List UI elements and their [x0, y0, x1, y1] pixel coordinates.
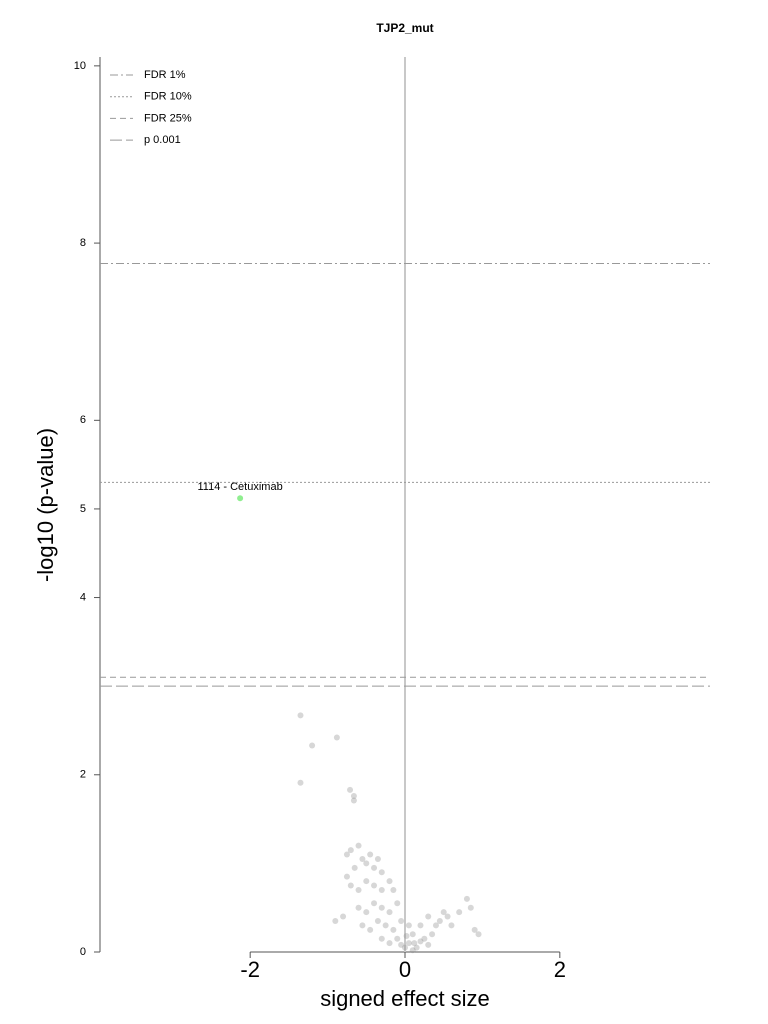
point [425, 941, 432, 948]
point [390, 886, 397, 893]
point [343, 851, 350, 858]
point [471, 926, 478, 933]
point [350, 797, 357, 804]
point [359, 922, 366, 929]
point [403, 933, 410, 940]
point [429, 931, 436, 938]
point [456, 909, 463, 916]
point [355, 886, 362, 893]
point [378, 869, 385, 876]
point [371, 882, 378, 889]
point [386, 909, 393, 916]
x-tick-label: -2 [240, 957, 260, 982]
legend-label: FDR 10% [144, 91, 192, 103]
point [448, 922, 455, 929]
point [409, 931, 416, 938]
point [378, 904, 385, 911]
point [421, 935, 428, 942]
legend-label: p 0.001 [144, 134, 181, 146]
point [333, 734, 340, 741]
point [374, 917, 381, 924]
point [343, 873, 350, 880]
point [398, 941, 405, 948]
point [411, 940, 418, 947]
point [297, 712, 304, 719]
point [347, 786, 354, 793]
x-axis-label: signed effect size [320, 986, 490, 1011]
point [405, 940, 412, 947]
point [350, 793, 357, 800]
point [394, 935, 401, 942]
y-tick-label: 6 [80, 414, 86, 426]
x-tick-label: 0 [399, 957, 411, 982]
point [332, 917, 339, 924]
y-tick-label: 4 [80, 591, 86, 603]
point [417, 938, 424, 945]
point [432, 922, 439, 929]
y-axis-label: -log10 (p-value) [33, 428, 58, 582]
point [378, 886, 385, 893]
point [394, 900, 401, 907]
point [440, 909, 447, 916]
y-tick-label: 5 [80, 503, 86, 515]
point [390, 926, 397, 933]
chart-title: TJP2_mut [376, 21, 433, 35]
point [297, 779, 304, 786]
y-tick-label: 0 [80, 946, 86, 958]
point [355, 904, 362, 911]
point [378, 935, 385, 942]
point [409, 947, 416, 954]
point [386, 878, 393, 885]
point [382, 922, 389, 929]
point [367, 926, 374, 933]
point [467, 904, 474, 911]
highlight-label: 1114 - Cetuximab [198, 481, 283, 493]
point [371, 864, 378, 871]
point [463, 895, 470, 902]
point [417, 922, 424, 929]
point [413, 944, 420, 951]
x-tick-label: 2 [554, 957, 566, 982]
point [475, 931, 482, 938]
point [363, 909, 370, 916]
point [371, 900, 378, 907]
point [347, 882, 354, 889]
point [363, 878, 370, 885]
point [425, 913, 432, 920]
y-tick-label: 2 [80, 769, 86, 781]
point [347, 847, 354, 854]
legend-label: FDR 1% [144, 69, 186, 81]
point [444, 913, 451, 920]
point [386, 940, 393, 947]
y-tick-label: 8 [80, 237, 86, 249]
highlight-point [237, 495, 244, 502]
legend-label: FDR 25% [144, 112, 192, 124]
point [363, 860, 370, 867]
point [374, 855, 381, 862]
point [398, 917, 405, 924]
point [436, 917, 443, 924]
point [367, 851, 374, 858]
point [309, 742, 316, 749]
y-tick-label: 10 [74, 60, 86, 72]
point [402, 944, 408, 951]
point [359, 855, 366, 862]
point [405, 922, 412, 929]
point [340, 913, 347, 920]
point [351, 864, 358, 871]
point [355, 842, 362, 849]
